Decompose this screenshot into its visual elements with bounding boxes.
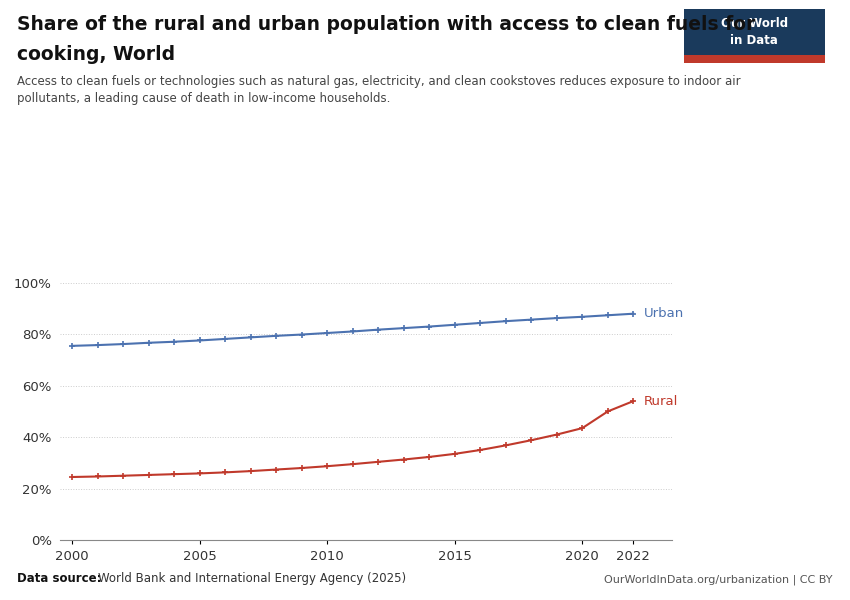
Text: World Bank and International Energy Agency (2025): World Bank and International Energy Agen… <box>98 572 406 585</box>
Text: Urban: Urban <box>643 307 683 320</box>
FancyBboxPatch shape <box>684 55 824 63</box>
Text: in Data: in Data <box>730 34 779 47</box>
Text: Access to clean fuels or technologies such as natural gas, electricity, and clea: Access to clean fuels or technologies su… <box>17 75 740 105</box>
FancyBboxPatch shape <box>684 9 824 63</box>
Text: Share of the rural and urban population with access to clean fuels for: Share of the rural and urban population … <box>17 15 756 34</box>
Text: cooking, World: cooking, World <box>17 45 175 64</box>
Text: Data source:: Data source: <box>17 572 105 585</box>
Text: Rural: Rural <box>643 395 677 407</box>
Text: Our World: Our World <box>721 17 788 30</box>
Text: OurWorldInData.org/urbanization | CC BY: OurWorldInData.org/urbanization | CC BY <box>604 575 833 585</box>
